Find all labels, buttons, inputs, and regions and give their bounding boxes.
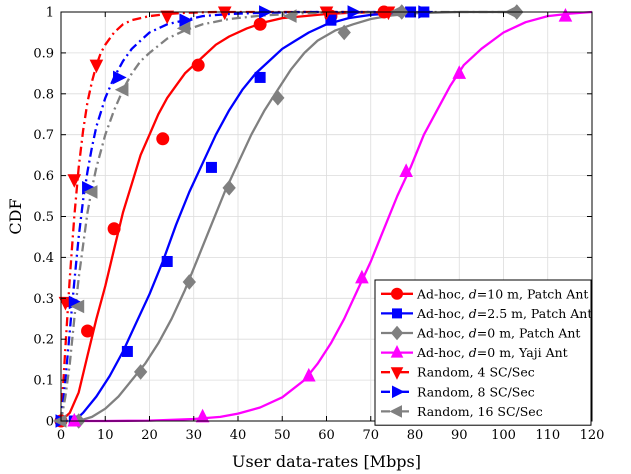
legend-label-1: Ad-hoc, d=10 m, Patch Ant — [416, 286, 588, 301]
series-7-marker — [176, 21, 191, 36]
series-6-marker — [179, 13, 194, 27]
series-4-marker — [195, 408, 210, 423]
series-4-marker — [399, 163, 413, 178]
y-tick-label: 0.9 — [33, 46, 54, 61]
y-tick-label: 1 — [46, 6, 54, 21]
series-7-marker — [282, 9, 297, 23]
legend-swatch-marker — [392, 385, 405, 399]
series-line-5 — [59, 10, 393, 422]
series-4-marker — [452, 65, 467, 79]
y-tick-label: 0.7 — [33, 128, 54, 143]
legend-swatch-marker — [392, 308, 402, 319]
legend-label-2: Ad-hoc, d=2.5 m, Patch Ant — [416, 306, 592, 321]
series-line-1 — [60, 10, 393, 422]
series-3-marker — [337, 24, 351, 41]
x-axis-label: User data-rates [Mbps] — [232, 452, 421, 471]
y-tick-label: 0.8 — [33, 87, 54, 102]
y-tick-label: 0.2 — [33, 333, 54, 348]
x-tick-label: 10 — [97, 428, 114, 443]
series-5-marker — [89, 59, 104, 74]
x-tick-label: 120 — [580, 428, 605, 443]
series-5-marker — [217, 6, 232, 21]
x-tick-label: 80 — [407, 428, 424, 443]
series-1-marker — [81, 324, 95, 338]
series-7-marker — [70, 299, 85, 314]
x-tick-label: 20 — [141, 428, 158, 443]
legend-label-6: Random, 8 SC/Sec — [417, 384, 535, 399]
legend: Ad-hoc, d=10 m, Patch Ant Ad-hoc, d=2.5 m… — [374, 279, 592, 426]
y-tick-label: 0.4 — [33, 251, 54, 266]
legend-label-3: Ad-hoc, d=0 m, Patch Ant — [416, 326, 580, 341]
series-2-marker — [205, 161, 217, 173]
series-5-marker — [58, 296, 73, 311]
series-1-marker — [253, 17, 267, 31]
series-7-marker — [83, 185, 98, 199]
x-tick-label: 110 — [535, 428, 560, 443]
series-2-marker — [161, 255, 173, 267]
legend-swatch-marker — [390, 344, 404, 358]
y-tick-label: 0.1 — [33, 374, 54, 389]
y-tick-label: 0.3 — [33, 292, 54, 307]
series-2-marker — [254, 71, 266, 83]
series-2-marker — [325, 14, 337, 26]
y-tick-label: 0.6 — [33, 169, 54, 184]
x-tick-label: 50 — [274, 428, 291, 443]
series-3-marker — [133, 364, 148, 380]
series-6-marker — [113, 70, 127, 85]
legend-label-5: Random, 4 SC/Sec — [417, 365, 535, 380]
y-axis-label: CDF — [6, 198, 25, 234]
series-7-marker — [114, 82, 129, 97]
x-tick-label: 90 — [451, 428, 468, 443]
x-tick-label: 100 — [491, 428, 516, 443]
x-tick-label: 30 — [185, 428, 202, 443]
y-tick-label: 0 — [46, 415, 54, 430]
series-4-marker — [355, 269, 369, 284]
legend-swatch-marker — [391, 287, 403, 300]
series-1-marker — [107, 222, 121, 236]
legend-label-7: Random, 16 SC/Sec — [417, 404, 543, 419]
series-5-marker — [67, 174, 82, 188]
y-tick-label: 0.5 — [33, 210, 54, 225]
series-4-marker — [67, 412, 82, 427]
series-1-marker — [156, 132, 170, 146]
series-5-marker — [160, 10, 175, 25]
series-4-marker — [301, 367, 316, 382]
series-3-marker — [222, 180, 236, 196]
markers-group — [52, 4, 573, 429]
x-tick-label: 60 — [318, 428, 335, 443]
x-tick-label: 70 — [362, 428, 379, 443]
series-2-marker — [121, 345, 133, 357]
x-tick-label: 40 — [230, 428, 247, 443]
legend-swatch-marker — [389, 405, 402, 418]
legend-swatch-marker — [390, 325, 404, 341]
x-tick-label: 0 — [57, 428, 65, 443]
series-1-marker — [191, 58, 205, 72]
series-4-marker — [558, 7, 573, 22]
legend-label-4: Ad-hoc, d=0 m, Yaji Ant — [416, 345, 568, 360]
series-line-4 — [74, 10, 593, 423]
legend-swatch-marker — [390, 367, 404, 380]
series-3-marker — [271, 90, 285, 106]
series-3-marker — [182, 274, 196, 290]
